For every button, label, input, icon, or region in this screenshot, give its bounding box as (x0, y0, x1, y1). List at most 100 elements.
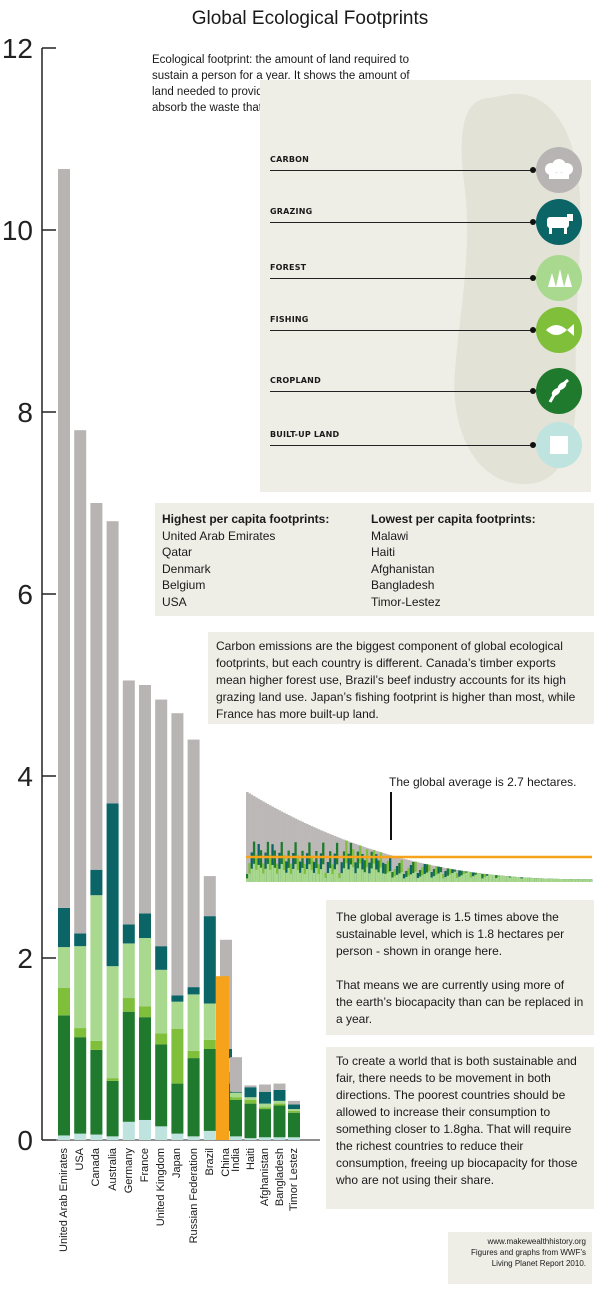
category-label: Haiti (244, 1148, 257, 1171)
inset-bar-green (340, 862, 344, 882)
legend-leader-line (270, 170, 533, 171)
inset-bar-green (386, 861, 390, 882)
legend-dot (530, 442, 536, 448)
inset-bar-light (534, 878, 537, 882)
inset-bar-light (393, 876, 397, 882)
inset-bar-light (499, 875, 503, 882)
inset-bar-green (315, 851, 318, 882)
inset-bar (259, 800, 263, 882)
inset-bar-green (310, 855, 314, 882)
inset-bar-light (391, 877, 394, 882)
inset-bar-light (437, 873, 441, 882)
bar-segment (74, 933, 87, 947)
inset-bar-green (271, 844, 274, 882)
list-item: Timor-Lestez (371, 594, 441, 609)
list-item: Afghanistan (371, 561, 435, 576)
category-label: United Kingdom (155, 1148, 168, 1227)
bar-segment (106, 803, 119, 967)
inset-bar-green (255, 854, 258, 882)
inset-bar-light (329, 868, 332, 882)
bar-segment (230, 1136, 242, 1140)
legend-leader-line (270, 278, 533, 279)
inset-bar-light (578, 879, 581, 882)
bar-segment (220, 939, 232, 1049)
inset-bar-light (289, 873, 293, 882)
inset-bar-green (389, 858, 392, 882)
bar-segment (259, 1137, 271, 1140)
category-label: France (139, 1148, 151, 1183)
highest-list: Highest per capita footprints: United Ar… (162, 511, 329, 610)
highest-list-title: Highest per capita footprints: (162, 512, 330, 526)
list-item: USA (162, 594, 187, 609)
inset-bar-green (303, 864, 307, 882)
inset-bar-green (287, 850, 291, 882)
inset-bar-green (301, 850, 304, 882)
bar-segment (220, 1049, 232, 1059)
category-label: Germany (122, 1148, 135, 1194)
bar-segment (139, 1119, 151, 1140)
inset-bar-light (259, 867, 263, 882)
inset-bar-green (393, 869, 397, 882)
inset-bar-light (340, 873, 344, 882)
bar-segment (155, 699, 168, 947)
inset-bar-light (255, 869, 258, 882)
inset-bar-light (451, 873, 454, 882)
legend-label-forest: FOREST (270, 263, 307, 272)
bar-segment (273, 1105, 286, 1138)
inset-bar-light (308, 864, 311, 882)
legend-dot (530, 388, 536, 394)
building-icon (536, 422, 582, 468)
average-text-1: The global average is 1.5 times above th… (336, 910, 565, 958)
inset-bar-green (275, 863, 279, 882)
inset-bar-light (525, 877, 528, 882)
inset-bar-green (259, 850, 263, 882)
bar-segment (58, 907, 70, 948)
inset-bar (305, 824, 309, 882)
bar-segment (259, 1091, 271, 1104)
inset-bar-light (430, 877, 434, 882)
inset-bar-light (398, 873, 401, 882)
inset-bar-light (278, 868, 281, 882)
inset-bar-light (282, 869, 286, 882)
inset-bar-light (292, 868, 295, 882)
legend-label-fishing: FISHING (270, 315, 309, 324)
inset-bar-light (384, 873, 388, 882)
bar-segment (273, 1100, 286, 1104)
inset-bar (246, 792, 249, 882)
bar-segment (74, 430, 87, 934)
inset-bar-green (481, 874, 484, 882)
inset-bar-light (573, 879, 577, 882)
legend-leader-line (270, 330, 533, 331)
list-item: Qatar (162, 545, 193, 559)
inset-bar-green (280, 842, 284, 882)
inset-bar (282, 812, 286, 882)
category-label: USA (74, 1148, 87, 1171)
inset-bar-light (264, 868, 268, 882)
inset-bar-light (356, 868, 360, 882)
inset-bar-light (446, 875, 450, 882)
y-tick-label: 4 (17, 761, 33, 792)
inset-bar (269, 805, 272, 882)
inset-bar (250, 794, 254, 882)
inset-bar (273, 807, 277, 882)
bar-segment (106, 966, 119, 1079)
inset-bar-light (488, 874, 491, 882)
bar-segment (139, 1017, 151, 1120)
bar-segment (122, 1121, 135, 1140)
category-label: Canada (90, 1148, 103, 1187)
inset-bar-light (529, 877, 533, 882)
legend-label-carbon: CARBON (270, 155, 310, 164)
inset-bar-green (419, 870, 422, 882)
bar-segment (244, 1085, 257, 1088)
carbon-text-box: Carbon emissions are the biggest compone… (208, 632, 594, 724)
inset-bar-light (545, 878, 549, 882)
inset-bar-light (312, 872, 316, 882)
legend-leader-line (270, 445, 533, 446)
inset-bar-light (580, 879, 584, 882)
bar-segment (171, 1133, 184, 1140)
bar-segment (58, 947, 70, 989)
inset-bar-light (585, 879, 588, 882)
bar-segment (203, 1049, 216, 1131)
inset-bar-light (566, 879, 570, 882)
bar-segment (155, 1044, 168, 1127)
